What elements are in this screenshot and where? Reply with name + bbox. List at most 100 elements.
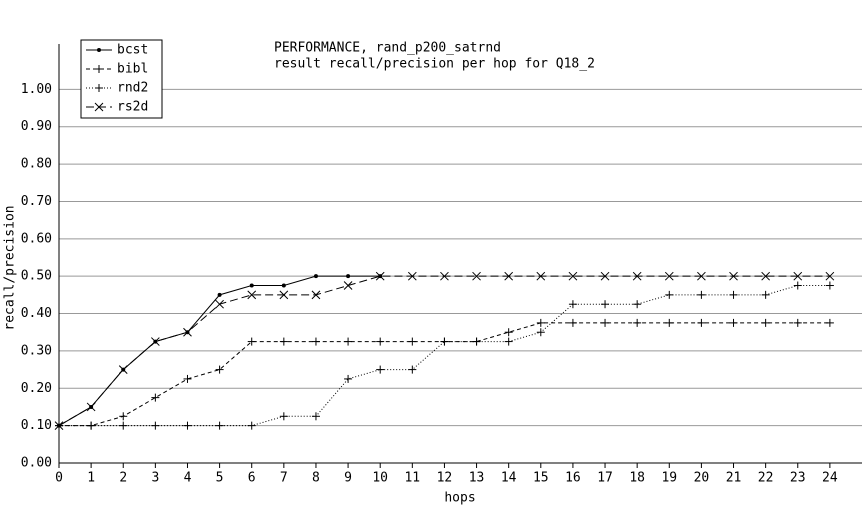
point <box>217 292 222 297</box>
x-tick-label: 13 <box>469 471 485 486</box>
x-tick-label: 11 <box>404 471 420 486</box>
point <box>215 299 224 309</box>
point <box>793 281 802 290</box>
point <box>440 271 449 281</box>
x-tick-label: 21 <box>726 471 742 486</box>
x-tick-label: 5 <box>216 471 224 486</box>
point <box>119 421 128 430</box>
marker-stroke <box>118 365 128 374</box>
y-tick-label: 0.80 <box>21 157 52 172</box>
point <box>825 281 834 290</box>
point <box>344 337 353 346</box>
x-tick-label: 12 <box>437 471 453 486</box>
marker-dot <box>97 48 101 52</box>
point <box>247 290 257 300</box>
legend-label: bcst <box>117 43 148 58</box>
legend-marker <box>94 102 104 112</box>
point <box>761 271 770 281</box>
x-tick-label: 1 <box>87 471 95 486</box>
point <box>375 271 385 281</box>
point <box>313 274 318 279</box>
point <box>440 337 449 346</box>
point <box>151 421 160 430</box>
point <box>376 365 385 374</box>
marker-dot <box>249 283 254 288</box>
point <box>504 337 513 346</box>
point <box>408 337 417 346</box>
point <box>825 318 834 327</box>
y-tick-label: 0.20 <box>21 381 52 396</box>
marker-stroke <box>472 271 481 281</box>
point <box>249 283 254 288</box>
point <box>118 365 128 374</box>
marker-stroke <box>825 271 835 281</box>
point <box>279 337 288 346</box>
point <box>279 412 288 421</box>
x-tick-label: 22 <box>758 471 774 486</box>
point <box>665 318 674 327</box>
marker-stroke <box>697 271 706 281</box>
point <box>281 283 286 288</box>
legend-marker <box>95 84 103 92</box>
legend-label: rnd2 <box>117 81 148 96</box>
marker-stroke <box>311 290 321 300</box>
x-tick-label: 8 <box>312 471 320 486</box>
marker-stroke <box>407 271 417 281</box>
legend-box <box>80 39 163 119</box>
point <box>632 271 642 281</box>
y-tick-label: 0.40 <box>21 306 52 321</box>
marker-stroke <box>151 337 160 346</box>
marker-stroke <box>94 102 104 112</box>
marker-dot <box>313 274 318 279</box>
point <box>407 271 417 281</box>
point <box>408 365 417 374</box>
y-axis-label: recall/precision <box>3 205 18 330</box>
point <box>601 318 610 327</box>
legend-marker <box>97 48 101 52</box>
point <box>247 337 256 346</box>
marker-stroke <box>729 271 738 281</box>
x-tick-label: 15 <box>533 471 549 486</box>
point <box>247 421 256 430</box>
marker-dot <box>346 274 351 279</box>
point <box>215 365 224 374</box>
point <box>343 281 353 290</box>
y-tick-label: 0.70 <box>21 194 52 209</box>
point <box>183 327 192 337</box>
point <box>54 421 64 430</box>
point <box>536 271 546 281</box>
x-tick-label: 14 <box>501 471 517 486</box>
marker-stroke <box>504 271 514 281</box>
point <box>311 412 320 421</box>
point <box>825 271 835 281</box>
point <box>697 290 706 299</box>
point <box>472 271 481 281</box>
x-tick-label: 9 <box>344 471 352 486</box>
point <box>215 421 224 430</box>
y-tick-label: 0.30 <box>21 343 52 358</box>
point <box>536 318 545 327</box>
point <box>87 421 96 430</box>
point <box>346 274 351 279</box>
point <box>183 421 192 430</box>
x-tick-label: 10 <box>372 471 388 486</box>
point <box>151 393 160 402</box>
marker-stroke <box>793 271 803 281</box>
x-tick-label: 0 <box>55 471 63 486</box>
x-tick-label: 2 <box>119 471 127 486</box>
x-tick-label: 23 <box>790 471 806 486</box>
x-tick-label: 19 <box>661 471 677 486</box>
x-tick-label: 7 <box>280 471 288 486</box>
point <box>793 318 802 327</box>
marker-dot <box>217 292 222 297</box>
marker-stroke <box>279 290 289 300</box>
marker-stroke <box>215 299 224 309</box>
marker-stroke <box>440 271 449 281</box>
x-tick-label: 4 <box>184 471 192 486</box>
marker-stroke <box>632 271 642 281</box>
point <box>119 412 128 421</box>
point <box>664 271 674 281</box>
point <box>344 374 353 383</box>
y-tick-label: 0.00 <box>21 456 52 471</box>
